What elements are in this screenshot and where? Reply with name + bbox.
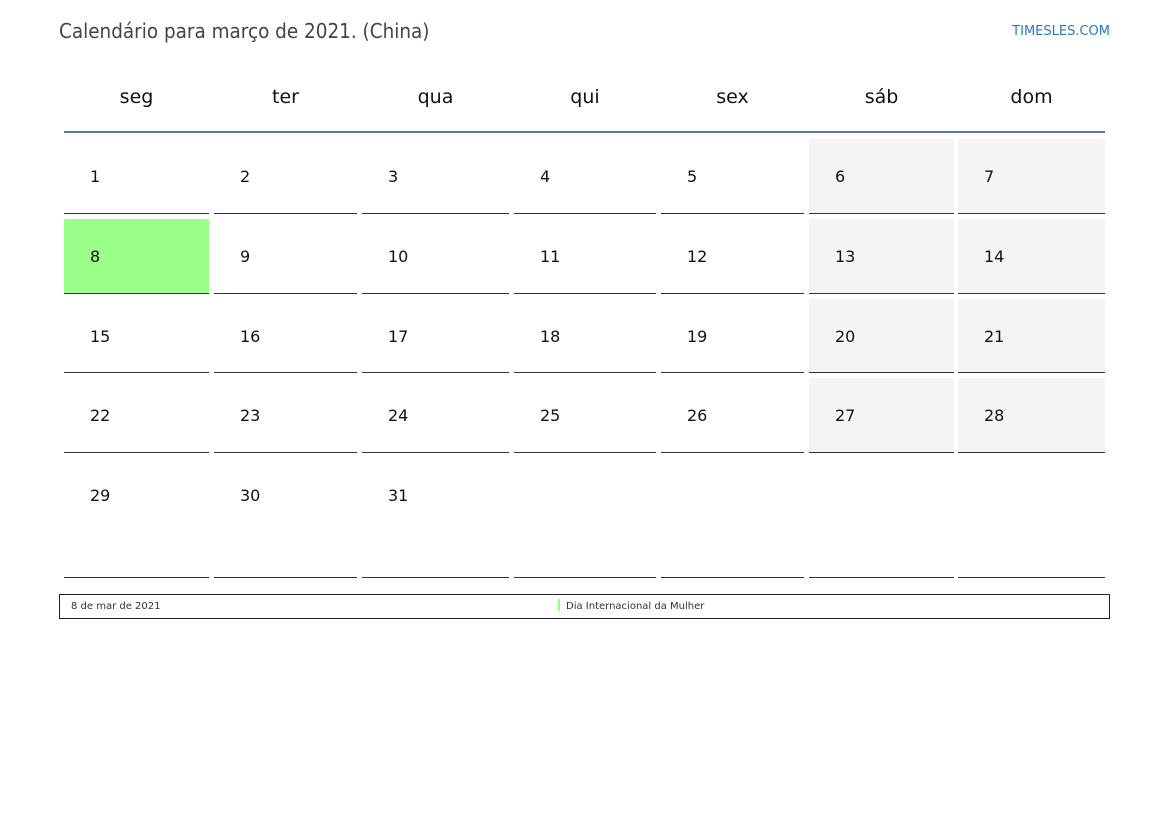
day-number: 22 (90, 406, 111, 425)
holiday-date: 8 de mar de 2021 (71, 601, 161, 612)
day-number: 31 (388, 486, 409, 505)
day-cell: 9 (214, 219, 357, 294)
day-cell: 8 (64, 219, 209, 294)
day-number: 19 (687, 327, 708, 346)
day-cell (958, 458, 1105, 578)
day-cell: 31 (362, 458, 509, 578)
day-number: 3 (388, 167, 399, 186)
weekday-header: sáb (864, 86, 899, 108)
day-cell: 1 (64, 139, 209, 214)
day-cell: 27 (809, 378, 954, 453)
day-cell (809, 458, 954, 578)
day-number: 9 (240, 247, 251, 266)
day-number: 20 (835, 327, 856, 346)
day-cell: 3 (362, 139, 509, 214)
weekday-header: dom (1010, 86, 1053, 108)
day-number: 2 (240, 167, 251, 186)
weekday-header: seg (119, 86, 154, 108)
day-cell: 28 (958, 378, 1105, 453)
day-number: 21 (984, 327, 1005, 346)
day-cell: 17 (362, 299, 509, 373)
weekday-header: qua (417, 86, 454, 108)
day-cell (514, 458, 656, 578)
day-number: 26 (687, 406, 708, 425)
day-cell: 25 (514, 378, 656, 453)
day-number: 25 (540, 406, 561, 425)
day-cell: 7 (958, 139, 1105, 214)
day-number: 30 (240, 486, 261, 505)
header-divider (64, 131, 1105, 133)
day-cell: 11 (514, 219, 656, 294)
day-cell: 22 (64, 378, 209, 453)
day-cell (661, 458, 804, 578)
day-number: 15 (90, 327, 111, 346)
day-cell: 16 (214, 299, 357, 373)
day-cell: 26 (661, 378, 804, 453)
page-title: Calendário para março de 2021. (China) (59, 19, 430, 43)
day-number: 27 (835, 406, 856, 425)
day-cell: 21 (958, 299, 1105, 373)
day-cell: 4 (514, 139, 656, 214)
day-cell: 23 (214, 378, 357, 453)
day-number: 5 (687, 167, 698, 186)
holiday-legend: 8 de mar de 2021 Dia Internacional da Mu… (59, 594, 1110, 619)
day-cell: 15 (64, 299, 209, 373)
day-cell: 20 (809, 299, 954, 373)
weekday-header: qui (570, 86, 600, 108)
day-number: 7 (984, 167, 995, 186)
day-cell: 5 (661, 139, 804, 214)
day-number: 28 (984, 406, 1005, 425)
day-number: 14 (984, 247, 1005, 266)
day-number: 18 (540, 327, 561, 346)
weekday-header: sex (716, 86, 749, 108)
day-cell: 12 (661, 219, 804, 294)
day-cell: 13 (809, 219, 954, 294)
day-cell: 2 (214, 139, 357, 214)
day-number: 16 (240, 327, 261, 346)
day-number: 8 (90, 247, 101, 266)
day-number: 1 (90, 167, 101, 186)
day-cell: 10 (362, 219, 509, 294)
day-cell: 6 (809, 139, 954, 214)
day-number: 17 (388, 327, 409, 346)
brand-link[interactable]: TIMESLES.COM (1012, 24, 1110, 39)
weekday-header: ter (272, 86, 299, 108)
day-number: 6 (835, 167, 846, 186)
day-cell: 24 (362, 378, 509, 453)
day-number: 12 (687, 247, 708, 266)
day-number: 4 (540, 167, 551, 186)
day-cell: 14 (958, 219, 1105, 294)
day-number: 11 (540, 247, 561, 266)
day-cell: 19 (661, 299, 804, 373)
day-cell: 18 (514, 299, 656, 373)
day-number: 13 (835, 247, 856, 266)
holiday-name: Dia Internacional da Mulher (566, 601, 705, 612)
day-number: 23 (240, 406, 261, 425)
holiday-color-marker (558, 599, 560, 611)
day-cell: 29 (64, 458, 209, 578)
day-cell: 30 (214, 458, 357, 578)
day-number: 24 (388, 406, 409, 425)
day-number: 10 (388, 247, 409, 266)
day-number: 29 (90, 486, 111, 505)
